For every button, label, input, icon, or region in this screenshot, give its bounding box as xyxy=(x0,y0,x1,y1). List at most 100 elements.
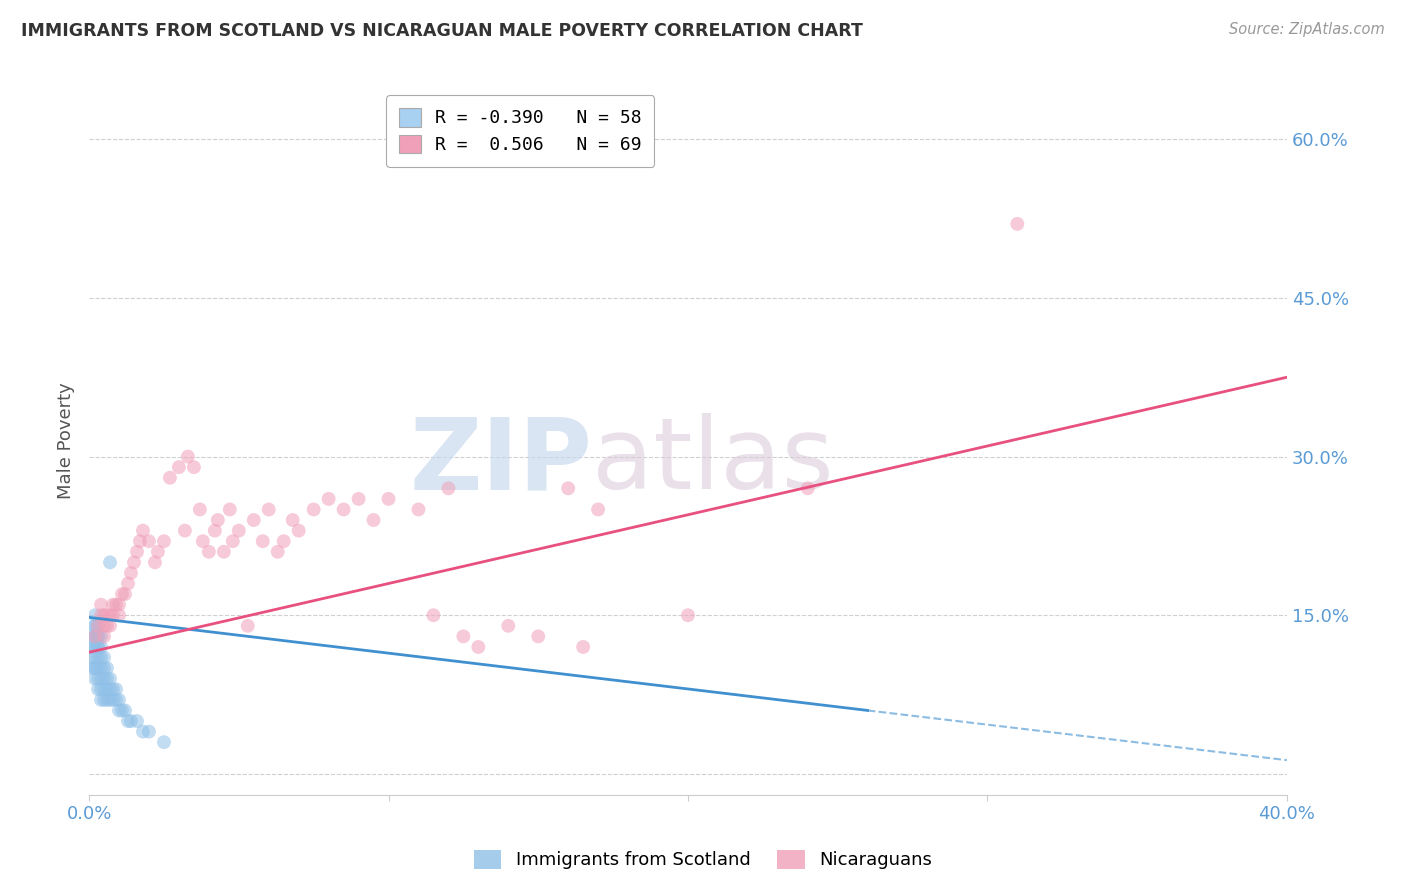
Point xyxy=(90,672,112,686)
Point xyxy=(87,650,110,665)
Point xyxy=(188,502,211,516)
Point xyxy=(96,682,118,697)
Point xyxy=(87,619,110,633)
Point xyxy=(90,640,112,654)
Point xyxy=(93,693,115,707)
Point xyxy=(796,481,818,495)
Point xyxy=(84,608,107,623)
Point xyxy=(117,576,139,591)
Point xyxy=(105,693,128,707)
Point xyxy=(93,608,115,623)
Point xyxy=(281,513,304,527)
Point xyxy=(153,735,176,749)
Point xyxy=(98,693,121,707)
Point xyxy=(87,672,110,686)
Point xyxy=(108,598,131,612)
Point xyxy=(242,513,264,527)
Point xyxy=(87,640,110,654)
Point xyxy=(84,629,107,643)
Point xyxy=(98,608,121,623)
Point xyxy=(105,598,128,612)
Point xyxy=(287,524,309,538)
Point xyxy=(273,534,295,549)
Point xyxy=(132,524,155,538)
Point xyxy=(177,450,200,464)
Point xyxy=(87,661,110,675)
Point xyxy=(132,724,155,739)
Point xyxy=(207,513,229,527)
Point xyxy=(218,502,240,516)
Point xyxy=(96,672,118,686)
Point xyxy=(96,661,118,675)
Point xyxy=(90,650,112,665)
Point xyxy=(84,661,107,675)
Point xyxy=(363,513,385,527)
Text: ZIP: ZIP xyxy=(409,414,592,510)
Point xyxy=(98,682,121,697)
Point xyxy=(252,534,274,549)
Point xyxy=(84,629,107,643)
Point xyxy=(101,598,124,612)
Point xyxy=(332,502,354,516)
Point xyxy=(108,703,131,717)
Point xyxy=(90,682,112,697)
Point xyxy=(125,545,148,559)
Point xyxy=(90,693,112,707)
Point xyxy=(96,608,118,623)
Legend: Immigrants from Scotland, Nicaraguans: Immigrants from Scotland, Nicaraguans xyxy=(465,840,941,879)
Point xyxy=(101,693,124,707)
Y-axis label: Male Poverty: Male Poverty xyxy=(58,383,75,500)
Point xyxy=(114,703,136,717)
Point xyxy=(84,640,107,654)
Point xyxy=(422,608,444,623)
Point xyxy=(198,545,221,559)
Text: Source: ZipAtlas.com: Source: ZipAtlas.com xyxy=(1229,22,1385,37)
Point xyxy=(527,629,550,643)
Point xyxy=(676,608,699,623)
Point xyxy=(84,619,107,633)
Point xyxy=(93,629,115,643)
Point xyxy=(377,491,399,506)
Point xyxy=(87,629,110,643)
Point xyxy=(572,640,595,654)
Point xyxy=(1007,217,1029,231)
Point xyxy=(174,524,197,538)
Point xyxy=(191,534,214,549)
Point xyxy=(146,545,169,559)
Point xyxy=(80,640,103,654)
Point xyxy=(228,524,250,538)
Point xyxy=(108,608,131,623)
Point xyxy=(120,566,142,580)
Point xyxy=(138,534,160,549)
Text: IMMIGRANTS FROM SCOTLAND VS NICARAGUAN MALE POVERTY CORRELATION CHART: IMMIGRANTS FROM SCOTLAND VS NICARAGUAN M… xyxy=(21,22,863,40)
Point xyxy=(122,555,145,569)
Point xyxy=(80,661,103,675)
Point xyxy=(347,491,370,506)
Point xyxy=(114,587,136,601)
Point xyxy=(108,693,131,707)
Point xyxy=(467,640,489,654)
Point xyxy=(87,640,110,654)
Point xyxy=(586,502,609,516)
Point xyxy=(96,619,118,633)
Point xyxy=(93,650,115,665)
Point xyxy=(84,661,107,675)
Point xyxy=(120,714,142,728)
Point xyxy=(498,619,520,633)
Point xyxy=(257,502,280,516)
Point xyxy=(93,672,115,686)
Point xyxy=(153,534,176,549)
Point xyxy=(90,629,112,643)
Point xyxy=(453,629,475,643)
Point xyxy=(105,682,128,697)
Point xyxy=(80,650,103,665)
Point xyxy=(138,724,160,739)
Point xyxy=(101,682,124,697)
Point xyxy=(111,587,134,601)
Point xyxy=(90,608,112,623)
Point xyxy=(408,502,430,516)
Point xyxy=(84,629,107,643)
Point xyxy=(90,661,112,675)
Point xyxy=(129,534,152,549)
Point xyxy=(302,502,325,516)
